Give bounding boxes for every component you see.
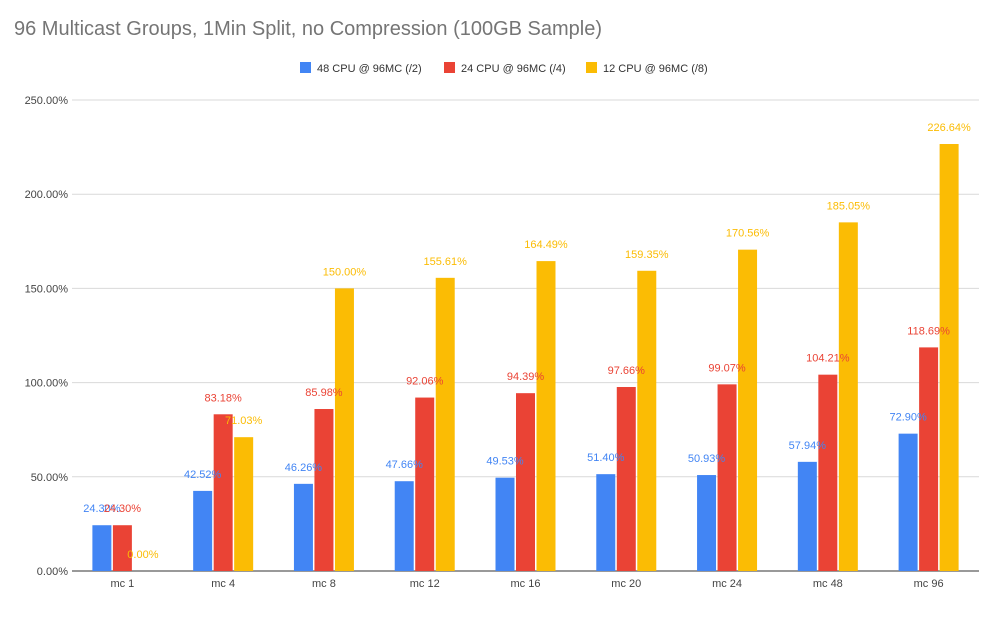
data-label: 94.39% [507,371,545,383]
bars [92,144,959,572]
legend-swatch [300,62,311,73]
data-label: 185.05% [827,200,871,212]
x-tick-label: mc 20 [611,578,641,590]
bar [193,490,213,571]
data-label: 51.40% [587,452,625,464]
data-label: 164.49% [524,239,568,251]
data-label: 49.53% [486,456,524,468]
x-tick-label: mc 16 [511,578,541,590]
y-tick-label: 50.00% [31,472,69,484]
bar [818,374,838,571]
x-tick-label: mc 1 [110,578,134,590]
bar [596,474,616,571]
chart-title: 96 Multicast Groups, 1Min Split, no Comp… [14,18,603,40]
bar [697,475,717,571]
data-label: 71.03% [225,415,263,427]
bar [738,249,758,571]
data-label: 159.35% [625,249,669,261]
bar [717,384,737,571]
data-label: 57.94% [789,440,827,452]
data-label: 104.21% [806,353,850,365]
bar [919,347,939,571]
bar [435,277,455,571]
bar [92,525,112,571]
data-label: 83.18% [205,392,243,404]
bar [213,414,233,571]
x-tick-label: mc 96 [914,578,944,590]
x-tick-label: mc 12 [410,578,440,590]
bar [797,461,817,571]
x-tick-label: mc 4 [211,578,235,590]
y-tick-label: 250.00% [25,95,69,107]
data-label: 72.90% [889,412,927,424]
y-tick-label: 200.00% [25,189,69,201]
x-tick-label: mc 24 [712,578,742,590]
bar [495,477,515,571]
data-label: 0.00% [127,549,158,561]
bar [616,387,636,571]
data-label: 42.52% [184,469,222,481]
data-label: 97.66% [608,365,646,377]
bar [234,437,254,571]
data-label: 24.30% [83,503,121,515]
bar [334,288,354,571]
data-label: 24.30% [104,503,142,515]
data-label: 85.98% [305,387,343,399]
data-label: 99.07% [708,362,746,374]
bar [536,261,556,571]
x-tick-label: mc 8 [312,578,336,590]
legend-swatch [444,62,455,73]
bar [898,433,918,571]
bar [112,525,132,571]
y-tick-label: 0.00% [37,566,68,578]
bar [415,397,435,571]
bar [314,409,334,571]
y-axis: 0.00% 50.00% 100.00% 150.00% 200.00% 250.00% [25,95,69,578]
data-label: 50.93% [688,453,726,465]
legend-label: 48 CPU @ 96MC (/2) [317,63,422,75]
bar [516,393,535,571]
y-tick-label: 150.00% [25,283,69,295]
data-label: 92.06% [406,376,444,388]
x-axis: mc 1 mc 4 mc 8 mc 12 mc 16 mc 20 mc 24 mc 48 mc … [110,578,943,590]
x-tick-label: mc 48 [813,578,843,590]
data-label: 118.69% [907,325,950,337]
data-label: 150.00% [323,266,367,278]
data-label: 155.61% [424,256,468,268]
data-label: 46.26% [285,462,323,474]
bar [637,270,657,571]
bar [838,222,858,572]
data-label: 226.64% [927,122,971,134]
legend-label: 12 CPU @ 96MC (/8) [603,63,708,75]
y-tick-label: 100.00% [25,378,69,390]
bar [939,144,959,571]
legend-label: 24 CPU @ 96MC (/4) [461,63,566,75]
data-label: 170.56% [726,228,770,240]
bar [293,483,313,571]
legend-swatch [586,62,597,73]
bar [394,481,414,571]
legend: 48 CPU @ 96MC (/2) 24 CPU @ 96MC (/4) 12 C… [300,62,708,75]
data-label: 47.66% [386,459,424,471]
data-labels: 24.30%24.30% 0.00% 42.52% 83.18% 71.03% 46.26… [83,122,971,561]
